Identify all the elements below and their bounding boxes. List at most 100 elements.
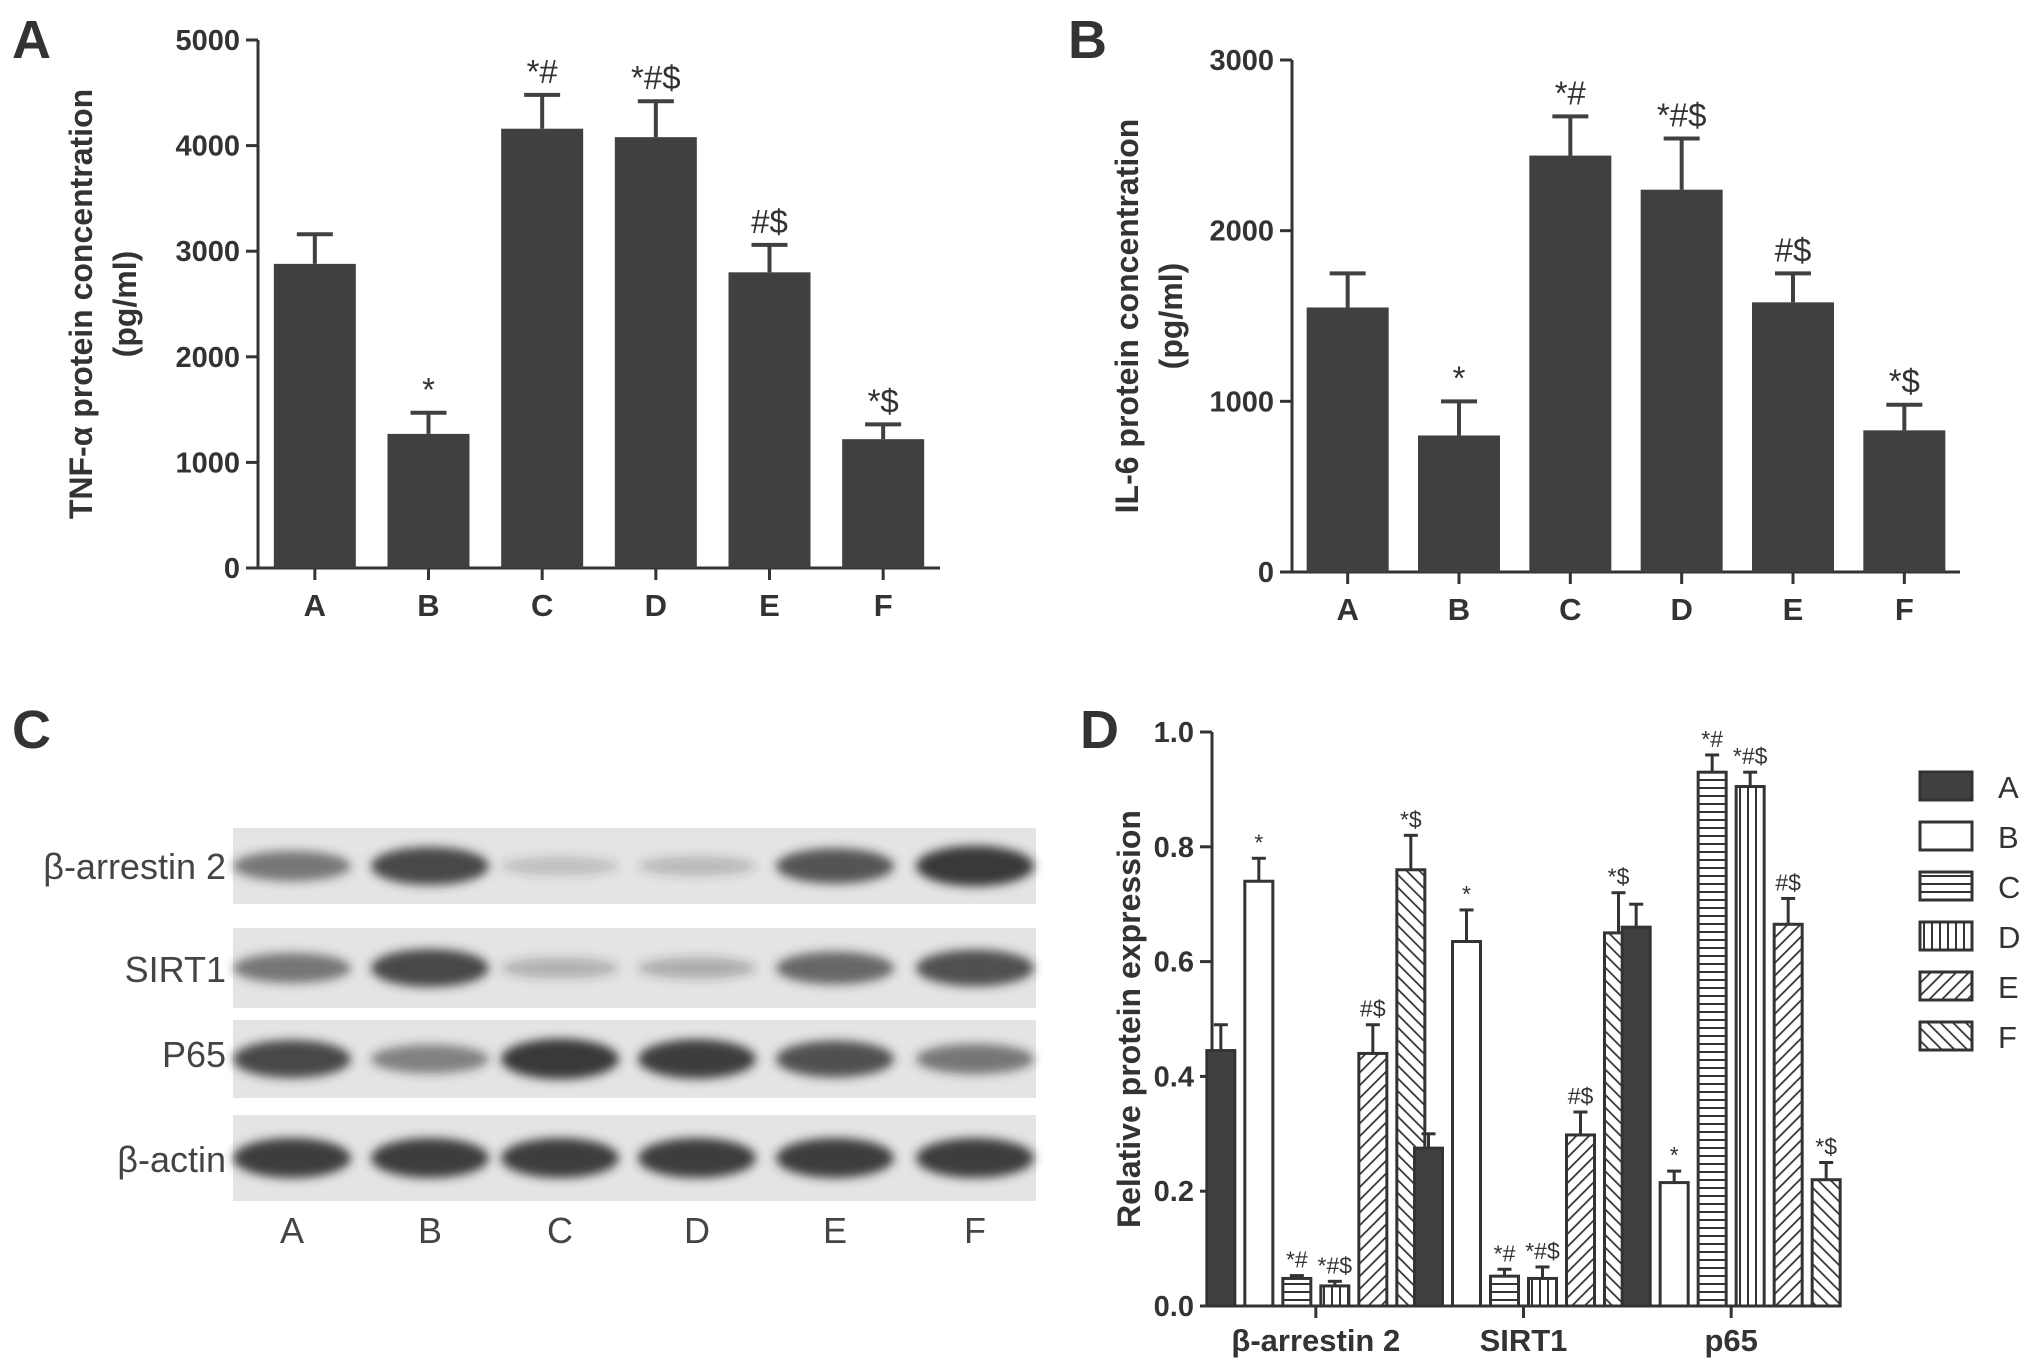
bar	[1565, 1133, 1596, 1308]
y-tick-label: 3000	[175, 236, 240, 268]
bar	[1527, 1276, 1558, 1308]
y-tick-label: 0	[1258, 557, 1274, 589]
y-tick-label: 0.2	[1154, 1176, 1194, 1208]
significance-label: *	[422, 371, 435, 408]
y-tick-label: 3000	[1209, 45, 1274, 77]
y-tick-label: 0.4	[1154, 1061, 1194, 1093]
panel-letter-a: A	[12, 10, 51, 70]
x-tick-label: β-arrestin 2	[1231, 1323, 1400, 1358]
blot-band	[776, 1138, 894, 1178]
blot-band	[501, 856, 619, 876]
legend-swatch	[1918, 1020, 1974, 1052]
lane-label: D	[684, 1210, 710, 1251]
significance-label: *$	[868, 382, 899, 419]
panel-letter-b: B	[1068, 10, 1107, 70]
significance-label: #$	[751, 203, 788, 240]
protein-label: SIRT1	[125, 949, 226, 990]
x-tick-label: p65	[1704, 1323, 1757, 1358]
significance-label: *#	[1701, 726, 1723, 752]
legend-swatch	[1918, 870, 1974, 902]
blot-strip	[233, 928, 1036, 1008]
significance-label: *#$	[1657, 97, 1707, 134]
lane-label: A	[280, 1210, 304, 1251]
panel-letter-c: C	[12, 700, 51, 760]
y-tick-label: 0.0	[1154, 1291, 1194, 1323]
significance-label: *#$	[631, 59, 681, 96]
bar	[387, 433, 470, 568]
lane-label: C	[547, 1210, 573, 1251]
blot-strip	[233, 1020, 1036, 1098]
bar	[1658, 1181, 1690, 1308]
legend-label: A	[1998, 770, 2019, 805]
blot-strip	[233, 1115, 1036, 1201]
protein-label: β-actin	[117, 1139, 226, 1180]
y-axis-label: TNF-α protein concentration	[63, 89, 99, 519]
blot-band	[233, 850, 351, 882]
x-tick-label: D	[645, 588, 667, 623]
blot-band	[371, 1044, 489, 1074]
bar	[1489, 1274, 1520, 1308]
legend-label: E	[1998, 970, 2019, 1005]
y-axis-label: IL-6 protein concentration	[1109, 119, 1145, 514]
blot-strip	[233, 828, 1036, 904]
bar	[1810, 1178, 1842, 1308]
significance-label: *	[1462, 881, 1471, 907]
y-tick-label: 1.0	[1154, 717, 1194, 749]
bar	[1640, 189, 1723, 572]
bar	[1620, 925, 1652, 1308]
blot-band	[371, 1138, 489, 1178]
x-tick-label: C	[531, 588, 553, 623]
bar	[614, 137, 697, 569]
blot-band	[916, 1138, 1034, 1178]
bar	[501, 128, 584, 569]
blot-band	[233, 1039, 351, 1079]
significance-label: *	[1453, 359, 1466, 396]
legend-swatch	[1918, 970, 1974, 1002]
blot-band	[638, 1138, 756, 1178]
legend-swatch	[1918, 920, 1974, 952]
blot-band	[776, 951, 894, 985]
y-tick-label: 0.6	[1154, 947, 1194, 979]
tnf-alpha-chart: 0 1000 2000 3000 4000 5000 A B * C *# D *#$ E #$ F *$ TNF…	[63, 25, 940, 623]
legend-swatch	[1918, 820, 1974, 852]
significance-label: #$	[1775, 231, 1812, 268]
y-tick-label: 2000	[175, 342, 240, 374]
significance-label: *$	[1400, 806, 1422, 832]
significance-label: *#$	[1733, 743, 1768, 769]
x-tick-label: SIRT1	[1480, 1323, 1568, 1358]
blot-band	[916, 845, 1034, 887]
blot-band	[916, 1043, 1034, 1075]
blot-band	[916, 949, 1034, 987]
bar	[842, 439, 925, 568]
x-tick-label: A	[304, 588, 326, 623]
il6-chart: 0 1000 2000 3000 A B * C *# D *#$ E #$ F *$ IL-6 protei…	[1109, 45, 1960, 627]
protein-label: P65	[162, 1034, 226, 1075]
blot-band	[501, 1038, 619, 1080]
bar	[1357, 1051, 1389, 1308]
bar	[1319, 1284, 1351, 1308]
blot-band	[638, 957, 756, 979]
bar	[1413, 1146, 1444, 1308]
x-tick-label: C	[1559, 592, 1581, 627]
significance-label: *	[1254, 829, 1263, 855]
y-tick-label: 5000	[175, 25, 240, 57]
bar	[1205, 1049, 1237, 1308]
y-tick-label: 1000	[175, 447, 240, 479]
legend-label: F	[1998, 1020, 2017, 1055]
bar	[1281, 1276, 1313, 1308]
blot-band	[233, 1138, 351, 1178]
x-tick-label: F	[874, 588, 893, 623]
lane-label: B	[418, 1210, 442, 1251]
bar	[1418, 435, 1500, 572]
bar	[1306, 307, 1389, 572]
significance-label: #$	[1360, 996, 1386, 1022]
y-tick-label: 1000	[1209, 386, 1274, 418]
blot-band	[776, 848, 894, 884]
y-tick-label: 0.8	[1154, 832, 1194, 864]
lane-label: E	[823, 1210, 847, 1251]
y-tick-label: 4000	[175, 131, 240, 163]
blot-band	[371, 846, 489, 886]
blot-band	[638, 1039, 756, 1079]
bar	[1451, 940, 1482, 1308]
